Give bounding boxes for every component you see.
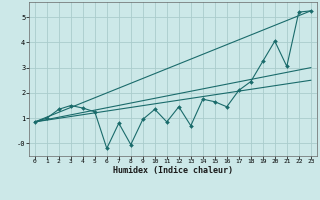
X-axis label: Humidex (Indice chaleur): Humidex (Indice chaleur)	[113, 166, 233, 175]
